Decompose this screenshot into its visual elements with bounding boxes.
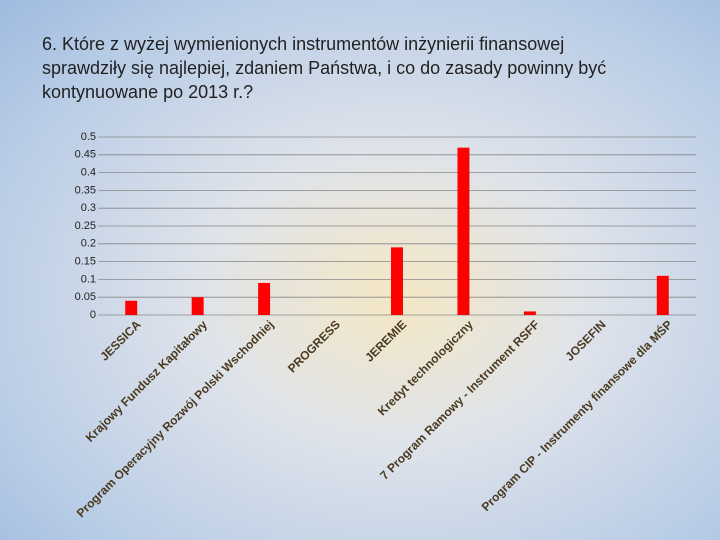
bar bbox=[523, 311, 536, 315]
y-tick-label: 0.4 bbox=[81, 167, 96, 179]
y-tick-label: 0.35 bbox=[75, 184, 96, 196]
y-tick-label: 0.15 bbox=[75, 256, 96, 268]
y-tick-label: 0 bbox=[90, 309, 96, 321]
y-tick-label: 0.2 bbox=[81, 238, 96, 250]
x-tick-label: JOSEFIN bbox=[562, 317, 608, 363]
bar bbox=[457, 147, 470, 315]
bar bbox=[125, 300, 138, 315]
y-tick-label: 0.45 bbox=[75, 149, 96, 161]
bar bbox=[258, 282, 271, 315]
x-tick-label: JEREMIE bbox=[362, 317, 409, 364]
x-tick-label: PROGRESS bbox=[285, 317, 343, 375]
bar bbox=[191, 297, 204, 315]
y-tick-label: 0.5 bbox=[81, 131, 96, 143]
bar bbox=[391, 247, 403, 315]
y-tick-label: 0.05 bbox=[75, 291, 96, 303]
x-tick-label: JESSICA bbox=[97, 317, 143, 363]
x-tick-label: Krajowy Fundusz Kapitałowy bbox=[83, 317, 211, 445]
y-tick-label: 0.3 bbox=[81, 202, 96, 214]
y-tick-label: 0.1 bbox=[81, 273, 96, 285]
y-tick-label: 0.25 bbox=[75, 220, 96, 232]
bar bbox=[656, 275, 669, 315]
chart-title: 6. Które z wyżej wymienionych instrument… bbox=[42, 34, 607, 102]
